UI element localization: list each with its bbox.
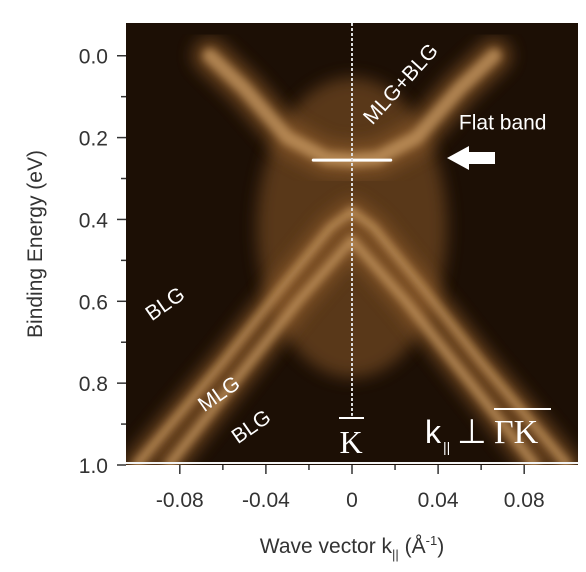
orientation-path: ΓK [494,414,539,451]
k-point-label-group: K [339,417,364,460]
band-mlg-1-core [132,206,572,465]
x-axis-title: Wave vector k|| (Å-1) [260,533,444,562]
x-tick-label: 0.04 [418,489,459,512]
x-axis-title-sub: || [392,547,399,562]
x-tick-label: -0.08 [156,489,204,512]
flat-band-arrow [447,146,495,170]
orientation-label: k || ⊥ ΓK [425,408,551,455]
x-tick-label: -0.04 [242,489,290,512]
k-point-label: K [339,424,362,460]
orientation-sub: || [443,439,450,455]
y-axis-title: Binding Energy (eV) [24,150,47,338]
y-tick-label: 0.2 [79,128,108,151]
y-tick-label: 1.0 [79,455,108,478]
orientation-perp: ⊥ [457,413,487,451]
axes-layer: 0.0 0.2 0.4 0.6 0.8 1.0 -0.08 -0.04 0 0.04 0.08 [79,46,545,512]
x-axis-title-main: Wave vector k [260,535,393,558]
x-axis-title-close: ) [437,535,444,558]
y-tick-label: 0.8 [79,373,108,396]
orientation-k: k [425,414,442,450]
y-tick-label: 0.0 [79,46,108,69]
y-tick-label: 0.6 [79,291,108,314]
x-tick-label: 0.08 [504,489,545,512]
x-axis-title-sup: -1 [426,533,438,548]
annotation-flat-band: Flat band [459,111,547,134]
x-tick-label: 0 [346,489,358,512]
y-tick-label: 0.4 [79,209,109,232]
x-axis-title-units: (Å [399,535,426,558]
